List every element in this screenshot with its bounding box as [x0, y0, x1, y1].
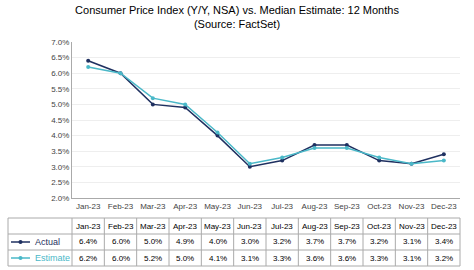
- svg-text:3.3%: 3.3%: [273, 254, 291, 263]
- svg-text:Mar-23: Mar-23: [140, 222, 166, 231]
- svg-text:Apr-23: Apr-23: [173, 222, 198, 231]
- svg-text:3.1%: 3.1%: [241, 254, 259, 263]
- svg-text:4.5%: 4.5%: [51, 116, 69, 125]
- svg-text:3.0%: 3.0%: [51, 163, 69, 172]
- svg-text:Dec-23: Dec-23: [431, 222, 457, 231]
- svg-text:Jul-23: Jul-23: [271, 222, 293, 231]
- svg-text:Jul-23: Jul-23: [271, 202, 293, 211]
- svg-text:6.5%: 6.5%: [51, 53, 69, 62]
- svg-text:Jan-23: Jan-23: [76, 202, 101, 211]
- svg-text:Nov-23: Nov-23: [399, 222, 425, 231]
- svg-text:3.6%: 3.6%: [338, 254, 356, 263]
- svg-text:5.0%: 5.0%: [51, 100, 69, 109]
- svg-text:2.5%: 2.5%: [51, 178, 69, 187]
- svg-text:Aug-23: Aug-23: [302, 202, 328, 211]
- svg-text:5.0%: 5.0%: [144, 237, 162, 246]
- svg-text:Oct-23: Oct-23: [367, 202, 392, 211]
- svg-text:May-23: May-23: [204, 222, 231, 231]
- svg-text:Feb-23: Feb-23: [108, 222, 134, 231]
- svg-text:Sep-23: Sep-23: [334, 222, 360, 231]
- svg-text:3.6%: 3.6%: [306, 254, 324, 263]
- svg-text:3.1%: 3.1%: [403, 254, 421, 263]
- svg-text:3.3%: 3.3%: [370, 254, 388, 263]
- svg-text:6.0%: 6.0%: [112, 254, 130, 263]
- svg-text:Sep-23: Sep-23: [334, 202, 360, 211]
- svg-text:4.1%: 4.1%: [209, 254, 227, 263]
- svg-text:3.5%: 3.5%: [51, 147, 69, 156]
- svg-text:3.4%: 3.4%: [435, 237, 453, 246]
- svg-text:4.9%: 4.9%: [176, 237, 194, 246]
- svg-text:5.0%: 5.0%: [176, 254, 194, 263]
- svg-text:Apr-23: Apr-23: [173, 202, 198, 211]
- svg-text:3.2%: 3.2%: [435, 254, 453, 263]
- svg-text:5.2%: 5.2%: [144, 254, 162, 263]
- svg-text:Estimate: Estimate: [35, 253, 70, 263]
- svg-text:4.0%: 4.0%: [51, 131, 69, 140]
- svg-text:Dec-23: Dec-23: [431, 202, 457, 211]
- svg-text:6.0%: 6.0%: [51, 69, 69, 78]
- svg-text:3.7%: 3.7%: [306, 237, 324, 246]
- svg-text:3.2%: 3.2%: [370, 237, 388, 246]
- svg-text:2.0%: 2.0%: [51, 194, 69, 203]
- svg-text:7.0%: 7.0%: [51, 38, 69, 47]
- svg-text:Mar-23: Mar-23: [140, 202, 166, 211]
- svg-text:3.1%: 3.1%: [403, 237, 421, 246]
- svg-text:3.7%: 3.7%: [338, 237, 356, 246]
- svg-text:Nov-23: Nov-23: [399, 202, 425, 211]
- svg-text:Consumer Price Index (Y/Y, NSA: Consumer Price Index (Y/Y, NSA) vs. Medi…: [75, 4, 399, 30]
- svg-text:Jun-23: Jun-23: [238, 202, 263, 211]
- svg-text:Actual: Actual: [35, 237, 60, 247]
- svg-text:4.0%: 4.0%: [209, 237, 227, 246]
- svg-text:3.0%: 3.0%: [241, 237, 259, 246]
- svg-text:5.5%: 5.5%: [51, 85, 69, 94]
- svg-text:6.0%: 6.0%: [112, 237, 130, 246]
- svg-text:6.2%: 6.2%: [79, 254, 97, 263]
- svg-text:3.2%: 3.2%: [273, 237, 291, 246]
- svg-text:Aug-23: Aug-23: [302, 222, 328, 231]
- svg-text:Oct-23: Oct-23: [367, 222, 392, 231]
- svg-text:Feb-23: Feb-23: [108, 202, 134, 211]
- svg-text:May-23: May-23: [204, 202, 231, 211]
- svg-text:6.4%: 6.4%: [79, 237, 97, 246]
- svg-text:Jun-23: Jun-23: [237, 222, 262, 231]
- svg-text:Jan-23: Jan-23: [76, 222, 101, 231]
